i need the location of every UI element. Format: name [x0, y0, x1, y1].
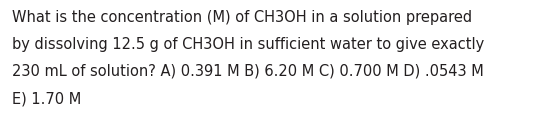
Text: What is the concentration (M) of CH3OH in a solution prepared: What is the concentration (M) of CH3OH i…: [12, 10, 472, 25]
Text: 230 mL of solution? A) 0.391 M B) 6.20 M C) 0.700 M D) .0543 M: 230 mL of solution? A) 0.391 M B) 6.20 M…: [12, 64, 484, 79]
Text: E) 1.70 M: E) 1.70 M: [12, 91, 81, 106]
Text: by dissolving 12.5 g of CH3OH in sufficient water to give exactly: by dissolving 12.5 g of CH3OH in suffici…: [12, 37, 484, 52]
